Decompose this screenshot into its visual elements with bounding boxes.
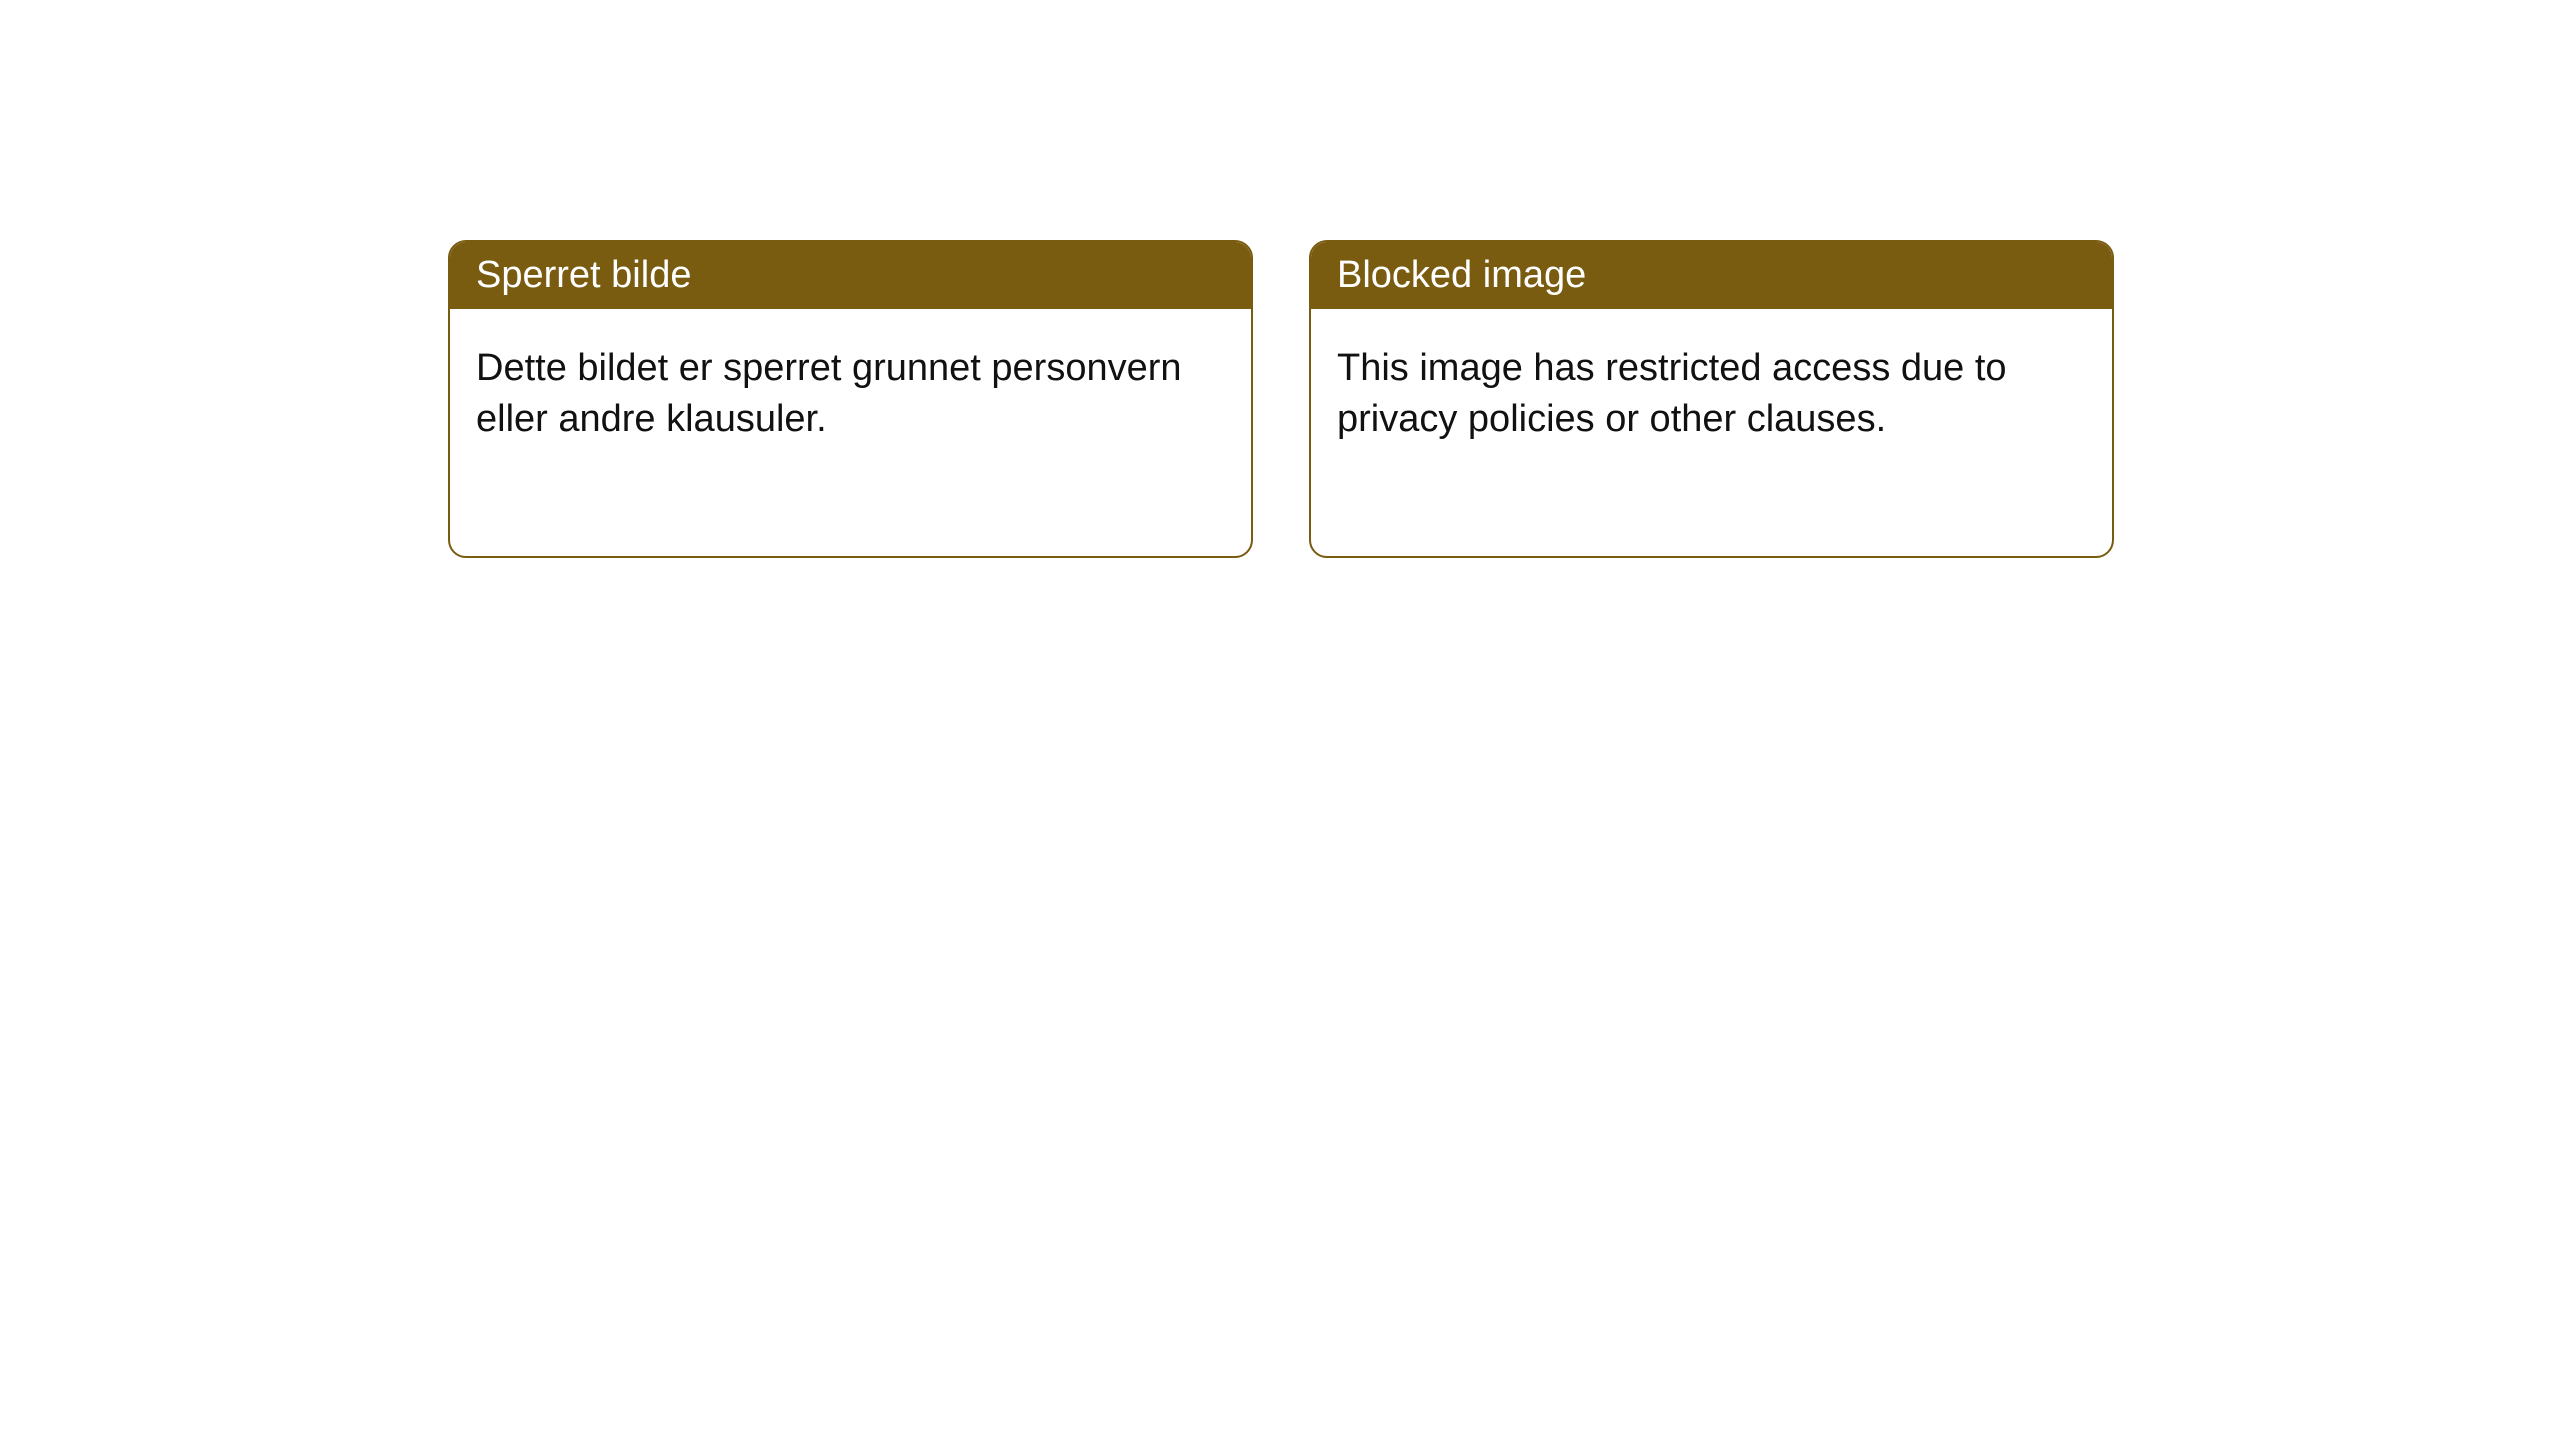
notice-body-text: Dette bildet er sperret grunnet personve…	[476, 347, 1182, 440]
notice-title: Blocked image	[1337, 254, 1586, 296]
notice-card-norwegian: Sperret bilde Dette bildet er sperret gr…	[448, 240, 1253, 558]
notice-container: Sperret bilde Dette bildet er sperret gr…	[448, 240, 2114, 558]
notice-header-norwegian: Sperret bilde	[450, 242, 1251, 309]
notice-header-english: Blocked image	[1311, 242, 2112, 309]
notice-body-english: This image has restricted access due to …	[1311, 309, 2112, 556]
notice-title: Sperret bilde	[476, 254, 691, 296]
notice-card-english: Blocked image This image has restricted …	[1309, 240, 2114, 558]
notice-body-text: This image has restricted access due to …	[1337, 347, 2007, 440]
notice-body-norwegian: Dette bildet er sperret grunnet personve…	[450, 309, 1251, 556]
